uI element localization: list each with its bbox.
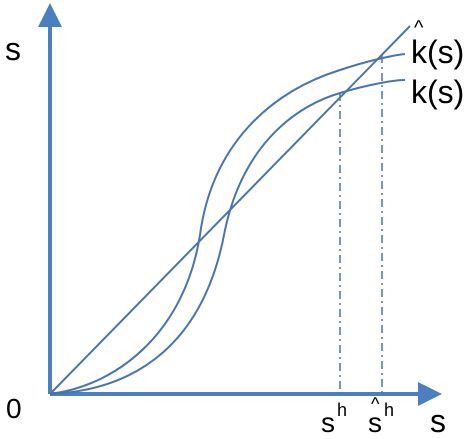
k-hat-curve <box>49 53 406 395</box>
s-h-label-base: s <box>321 407 335 438</box>
k-hat-curve-label: k(s) <box>411 34 464 70</box>
s-hat-h-label-sup: h <box>384 400 394 420</box>
y-axis-label: s <box>5 31 21 67</box>
s-hat-h-label-hat: ^ <box>371 394 380 414</box>
k-curve-label: k(s) <box>411 74 464 110</box>
k-curve <box>49 79 406 395</box>
s-hat-h-label-base: s <box>368 407 382 438</box>
s-h-label-sup: h <box>337 400 347 420</box>
origin-label: 0 <box>6 393 22 424</box>
x-axis-label: s <box>430 403 446 439</box>
k-hat-curve-label-hat: ^ <box>414 17 424 39</box>
